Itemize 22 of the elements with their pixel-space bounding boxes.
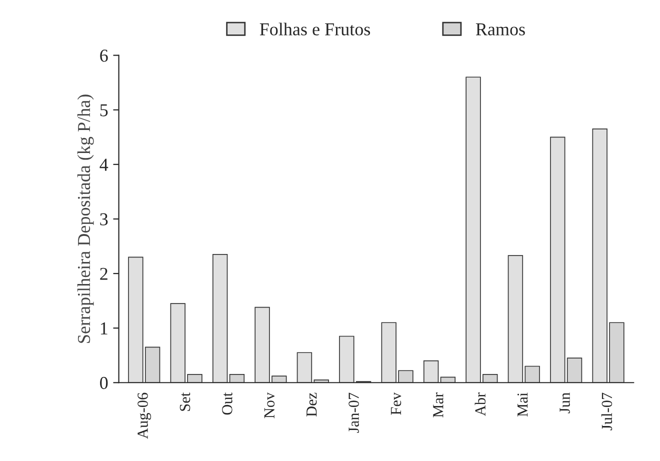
- y-tick-label: 0: [100, 376, 108, 390]
- y-axis-title: Serrapilheira Depositada (kg P/ha): [77, 94, 94, 343]
- y-tick-label: 2: [100, 268, 108, 280]
- y-tick-label: 5: [100, 104, 108, 116]
- x-tick-label: Nov: [264, 392, 275, 418]
- x-tick-label: Set: [180, 392, 190, 411]
- legend-label: Folhas e Frutos: [260, 22, 370, 36]
- x-tick-label: Dez: [306, 392, 317, 417]
- y-tick-label: 6: [100, 50, 108, 62]
- y-tick-label: 1: [100, 322, 108, 334]
- x-tick-label: Out: [222, 392, 232, 415]
- legend-label: Ramos: [476, 23, 525, 36]
- x-tick-label: Mar: [433, 392, 444, 418]
- y-tick-label: 4: [100, 158, 108, 171]
- x-tick-label: Jan-07: [348, 392, 359, 433]
- x-tick-label: Abr: [474, 392, 486, 416]
- x-tick-label: Jul-07: [601, 392, 612, 430]
- x-tick-label: Aug-06: [138, 392, 152, 439]
- y-tick-label: 3: [100, 213, 108, 226]
- x-tick-label: Mai: [517, 392, 528, 417]
- x-tick-label: Fev: [390, 392, 402, 415]
- x-tick-label: Jun: [560, 392, 570, 414]
